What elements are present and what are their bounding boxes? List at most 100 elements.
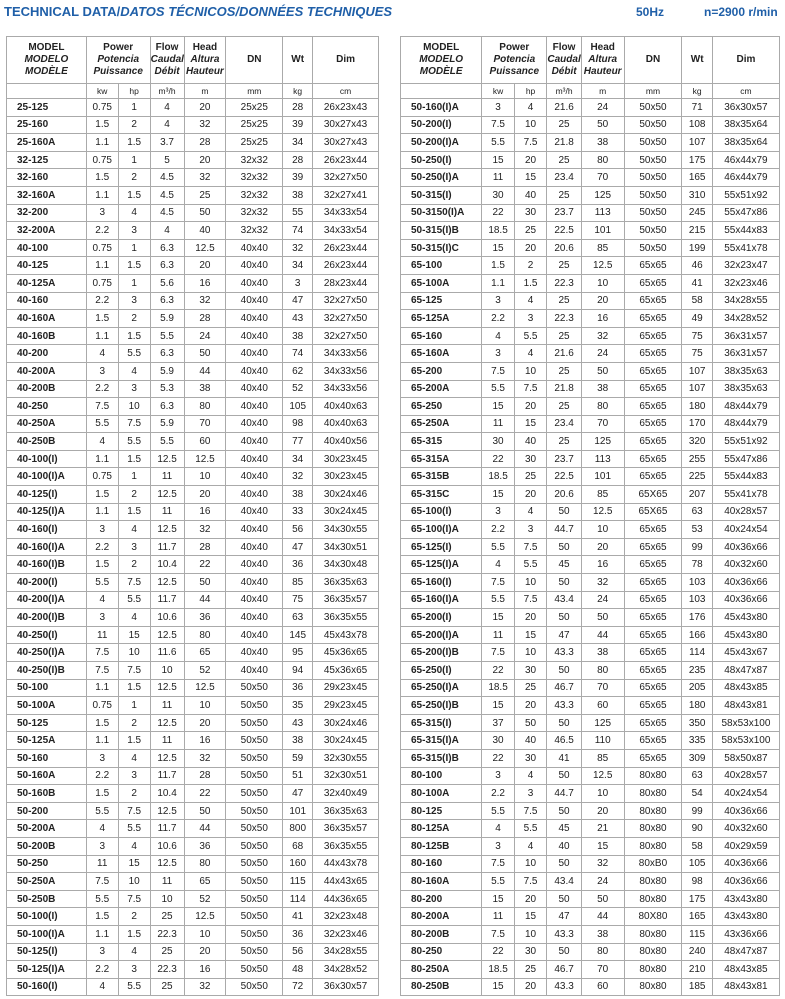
data-cell: 15 <box>513 907 548 926</box>
column-header: MODEL MODELO MODÈLE <box>6 36 87 84</box>
data-cell: 48x47x87 <box>711 942 781 962</box>
data-cell: 54 <box>681 784 713 803</box>
data-cell: 7.5 <box>481 854 515 874</box>
data-cell: 21.6 <box>546 98 582 117</box>
data-cell: 335 <box>681 731 713 750</box>
data-cell: 25 <box>546 361 582 381</box>
data-cell: 75 <box>681 344 713 363</box>
data-cell: 10 <box>117 872 151 891</box>
data-cell: 40x40 <box>225 661 284 680</box>
data-cell: 99 <box>681 537 713 557</box>
data-cell: 25x25 <box>225 133 284 152</box>
data-cell: 25 <box>546 432 582 451</box>
header-line: Flow <box>155 42 179 53</box>
data-cell: 24 <box>580 344 625 363</box>
data-row: 50-160A 2.2 3 11.7 28 50x50 51 32x30x51 <box>6 766 379 786</box>
model-cell: 50-250B <box>6 889 87 909</box>
data-cell: 33 <box>282 502 314 522</box>
data-cell: 34x33x56 <box>312 361 379 381</box>
data-cell: 47 <box>546 625 582 645</box>
data-row: 40-160(I)B 1.5 2 10.4 22 40x40 36 34x30x48 <box>6 555 379 575</box>
model-cell: 40-200 <box>6 344 87 363</box>
data-cell: 38x35x63 <box>711 361 781 381</box>
speed: n=2900 r/min <box>704 5 778 19</box>
data-cell: 65x65 <box>623 379 683 399</box>
data-cell: 1.5 <box>85 309 119 328</box>
data-cell: 47 <box>282 537 314 557</box>
data-cell: 16 <box>183 731 227 750</box>
data-cell: 36 <box>282 924 314 944</box>
data-cell: 30 <box>513 748 548 768</box>
data-cell: 16 <box>183 960 227 979</box>
data-row: 50-250(I)A 11 15 23.4 70 50x50 165 46x44x79 <box>399 168 781 187</box>
header-line: MODELO <box>24 54 69 65</box>
data-cell: 28 <box>282 98 314 117</box>
data-cell: 1.5 <box>85 115 119 135</box>
header-line: Dim <box>736 54 756 65</box>
data-cell: 50 <box>546 801 582 821</box>
data-cell: 55x47x86 <box>711 203 781 223</box>
data-cell: 40x40 <box>225 379 284 399</box>
model-cell: 65-100A <box>399 273 483 293</box>
data-cell: 1.1 <box>85 924 119 944</box>
data-cell: 1.5 <box>85 713 119 733</box>
data-cell: 4.5 <box>149 185 185 205</box>
data-cell: 10 <box>149 661 185 680</box>
data-cell: 20 <box>513 889 548 909</box>
data-cell: 50 <box>183 801 227 821</box>
data-cell: 80X80 <box>623 907 683 926</box>
data-cell: 80 <box>580 942 625 962</box>
data-cell: 15 <box>513 414 548 434</box>
data-row: 65-250A 11 15 23.4 70 65x65 170 48x44x79 <box>399 414 781 434</box>
data-cell: 1.1 <box>85 133 119 152</box>
data-cell: 36 <box>282 555 314 575</box>
model-cell: 50-315(I)B <box>399 221 483 240</box>
data-cell: 50 <box>546 608 582 627</box>
model-cell: 40-100(I) <box>6 449 87 469</box>
model-cell: 65-160(I)A <box>399 590 483 610</box>
data-cell: 65x65 <box>623 326 683 346</box>
data-cell: 32x23x48 <box>312 907 379 926</box>
model-cell: 80-250 <box>399 942 483 962</box>
data-cell: 45x43x80 <box>711 625 781 645</box>
data-cell: 107 <box>681 361 713 381</box>
model-cell: 80-160A <box>399 872 483 891</box>
data-cell: 58x50x87 <box>711 748 781 768</box>
data-cell: 5.5 <box>149 432 185 451</box>
data-cell: 65x65 <box>623 625 683 645</box>
header-line: Dim <box>336 54 356 65</box>
data-row: 65-100 1.5 2 25 12.5 65x65 46 32x23x47 <box>399 256 781 275</box>
data-cell: 53 <box>681 520 713 539</box>
header-line: Altura <box>190 54 220 65</box>
data-cell: 32x32 <box>225 203 284 223</box>
data-cell: 30x23x45 <box>312 449 379 469</box>
model-cell: 40-200A <box>6 361 87 381</box>
data-cell: 107 <box>681 133 713 152</box>
data-cell: 47 <box>546 907 582 926</box>
data-cell: 55x51x92 <box>711 185 781 205</box>
data-cell: 28 <box>183 537 227 557</box>
data-cell: 55x47x86 <box>711 449 781 469</box>
data-cell: 50x50 <box>623 115 683 135</box>
data-row: 50-250 11 15 12.5 80 50x50 160 44x43x78 <box>6 854 379 874</box>
data-cell: 5.5 <box>513 326 548 346</box>
data-cell: 12.5 <box>149 678 185 698</box>
data-cell: 44 <box>183 361 227 381</box>
data-row: 50-160(I) 4 5.5 25 32 50x50 72 36x30x57 <box>6 977 379 997</box>
data-cell: 58 <box>681 836 713 856</box>
model-cell: 40-200(I) <box>6 573 87 592</box>
data-cell: 30x27x43 <box>312 115 379 135</box>
data-cell: 80x80 <box>623 924 683 944</box>
data-cell: 1.5 <box>117 731 151 750</box>
data-cell: 7.5 <box>513 872 548 891</box>
unit-cell: cm <box>711 83 781 99</box>
header-line: MODELO <box>419 54 464 65</box>
data-cell: 20.6 <box>546 485 582 504</box>
data-row: 32-200A 2.2 3 4 40 32x32 74 34x33x54 <box>6 221 379 240</box>
data-cell: 70 <box>580 678 625 698</box>
data-cell: 60 <box>580 696 625 715</box>
data-cell: 40x40 <box>225 449 284 469</box>
data-cell: 11 <box>481 414 515 434</box>
data-row: 50-200(I) 7.5 10 25 50 50x50 108 38x35x64 <box>399 115 781 135</box>
data-cell: 18.5 <box>481 678 515 698</box>
